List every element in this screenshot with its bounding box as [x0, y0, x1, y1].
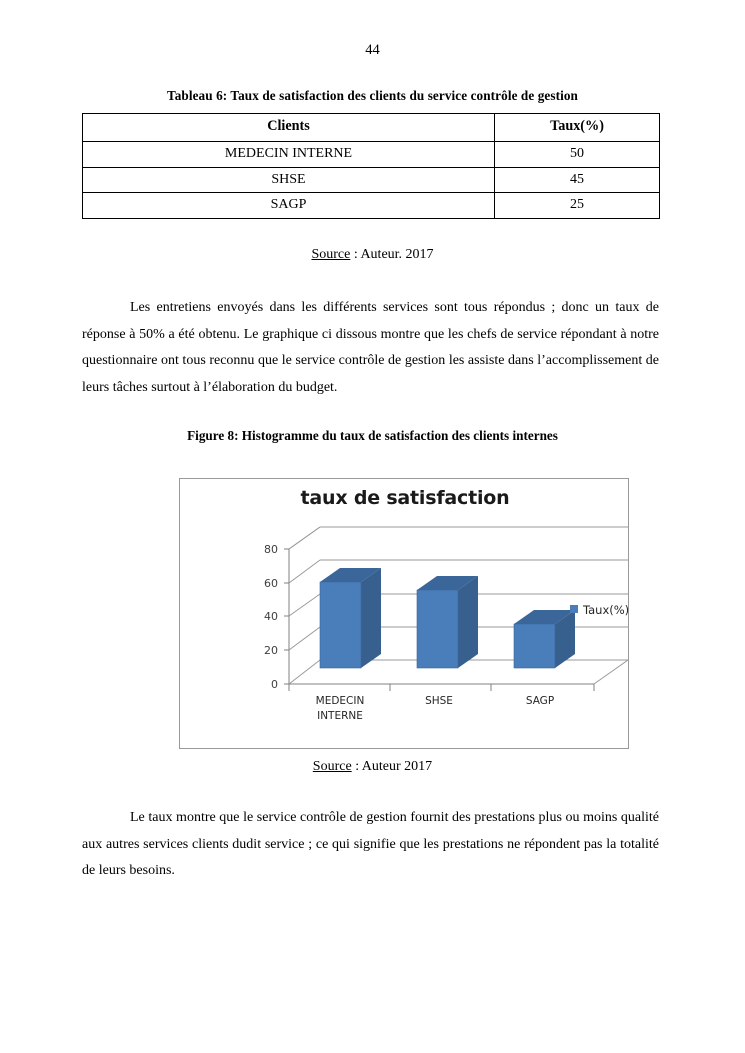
y-tick-label: 20 [264, 644, 278, 657]
figure-caption: Figure 8: Histogramme du taux de satisfa… [187, 428, 558, 443]
chart-x-axis [288, 684, 595, 691]
chart-plot-area: 0 20 40 60 80 [264, 526, 628, 722]
y-tick-label: 0 [271, 678, 278, 691]
bar-shse [416, 576, 478, 669]
table-cell-client: MEDECIN INTERNE [82, 140, 495, 168]
table-row: SHSE 45 [82, 166, 660, 194]
table-header-row: Clients Taux(%) [82, 113, 660, 142]
table-cell-rate: 50 [494, 140, 660, 168]
chart-category-labels: MEDECIN INTERNE SHSE SAGP [316, 695, 555, 722]
source-value: : Auteur. 2017 [350, 247, 434, 262]
x-tick-label: SAGP [526, 695, 554, 707]
y-tick-label: 60 [264, 577, 278, 590]
paragraph-two: Le taux montre que le service contrôle d… [82, 810, 659, 878]
figure-source-line: Source : Auteur 2017 [0, 759, 745, 775]
y-tick-label: 80 [264, 543, 278, 556]
table-header-clients: Clients [82, 113, 495, 142]
table-cell-client: SHSE [82, 166, 495, 194]
chart-figure: taux de satisfaction [179, 478, 629, 749]
source-label: Source [312, 759, 352, 774]
page-number: 44 [365, 42, 380, 58]
chart-legend: Taux(%) [570, 603, 628, 617]
legend-label: Taux(%) [582, 603, 628, 617]
table-cell-client: SAGP [82, 192, 495, 219]
table-cell-rate: 25 [494, 192, 660, 219]
source-label: Source [311, 247, 351, 262]
table-source-line: Source : Auteur. 2017 [0, 247, 745, 263]
table-row: SAGP 25 [82, 192, 660, 219]
bar-medecin-interne [319, 568, 381, 669]
chart-y-axis: 0 20 40 60 80 [264, 543, 289, 691]
chart-title: taux de satisfaction [300, 487, 510, 509]
paragraph-one: Les entretiens envoyés dans les différen… [82, 300, 659, 395]
satisfaction-table: Clients Taux(%) MEDECIN INTERNE 50 SHSE … [82, 113, 660, 219]
x-tick-label: INTERNE [317, 710, 363, 722]
bar-sagp [513, 610, 575, 669]
table-row: MEDECIN INTERNE 50 [82, 140, 660, 168]
y-tick-label: 40 [264, 610, 278, 623]
source-value: : Auteur 2017 [351, 759, 433, 774]
legend-swatch-icon [570, 605, 578, 613]
table-cell-rate: 45 [494, 166, 660, 194]
x-tick-label: MEDECIN [316, 695, 365, 707]
table-header-rate: Taux(%) [494, 113, 660, 142]
table-caption: Tableau 6: Taux de satisfaction des clie… [167, 88, 578, 103]
x-tick-label: SHSE [425, 695, 453, 707]
